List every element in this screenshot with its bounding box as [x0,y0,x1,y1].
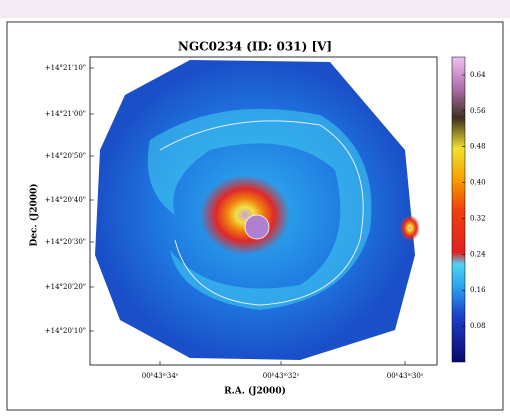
y-tick-label: +14°20'30" [45,238,86,246]
x-tick-label: 00ʰ43ᵐ34ˢ [142,372,179,380]
x-tick-label: 00ʰ43ᵐ30ˢ [387,372,424,380]
colorbar-tick-label: 0.64 [470,71,486,79]
y-tick-label: +14°20'50" [45,152,86,160]
y-axis-label: Dec. (J2000) [29,183,40,246]
image [90,57,437,365]
y-tick-label: +14°20'10" [45,327,86,335]
colorbar-tick-label: 0.56 [470,107,486,115]
y-tick-label: +14°20'40" [45,196,86,204]
nucleus [245,215,269,239]
bulge [200,175,290,255]
colorbar-tick-label: 0.08 [470,322,486,330]
colorbar-tick-label: 0.48 [470,143,486,151]
colorbar-tick-label: 0.24 [470,250,486,258]
y-tick-label: +14°21'10" [45,64,86,72]
colorbar [452,57,465,362]
x-tick-label: 00ʰ43ᵐ32ˢ [263,372,300,380]
y-tick-label: +14°21'00" [45,110,86,118]
colorbar-tick-label: 0.40 [470,179,486,187]
colorbar-tick-label: 0.32 [470,214,486,222]
y-tick-label: +14°20'20" [45,283,86,291]
colorbar-tick-label: 0.16 [470,286,486,294]
chart-title: NGC0234 (ID: 031) [V] [178,40,332,54]
companion [400,215,420,241]
x-axis-label: R.A. (J2000) [224,386,286,397]
screenshot: NGC0234 (ID: 031) [V] Dec. (J2000) R.A. … [0,0,510,415]
top-band [0,0,510,18]
